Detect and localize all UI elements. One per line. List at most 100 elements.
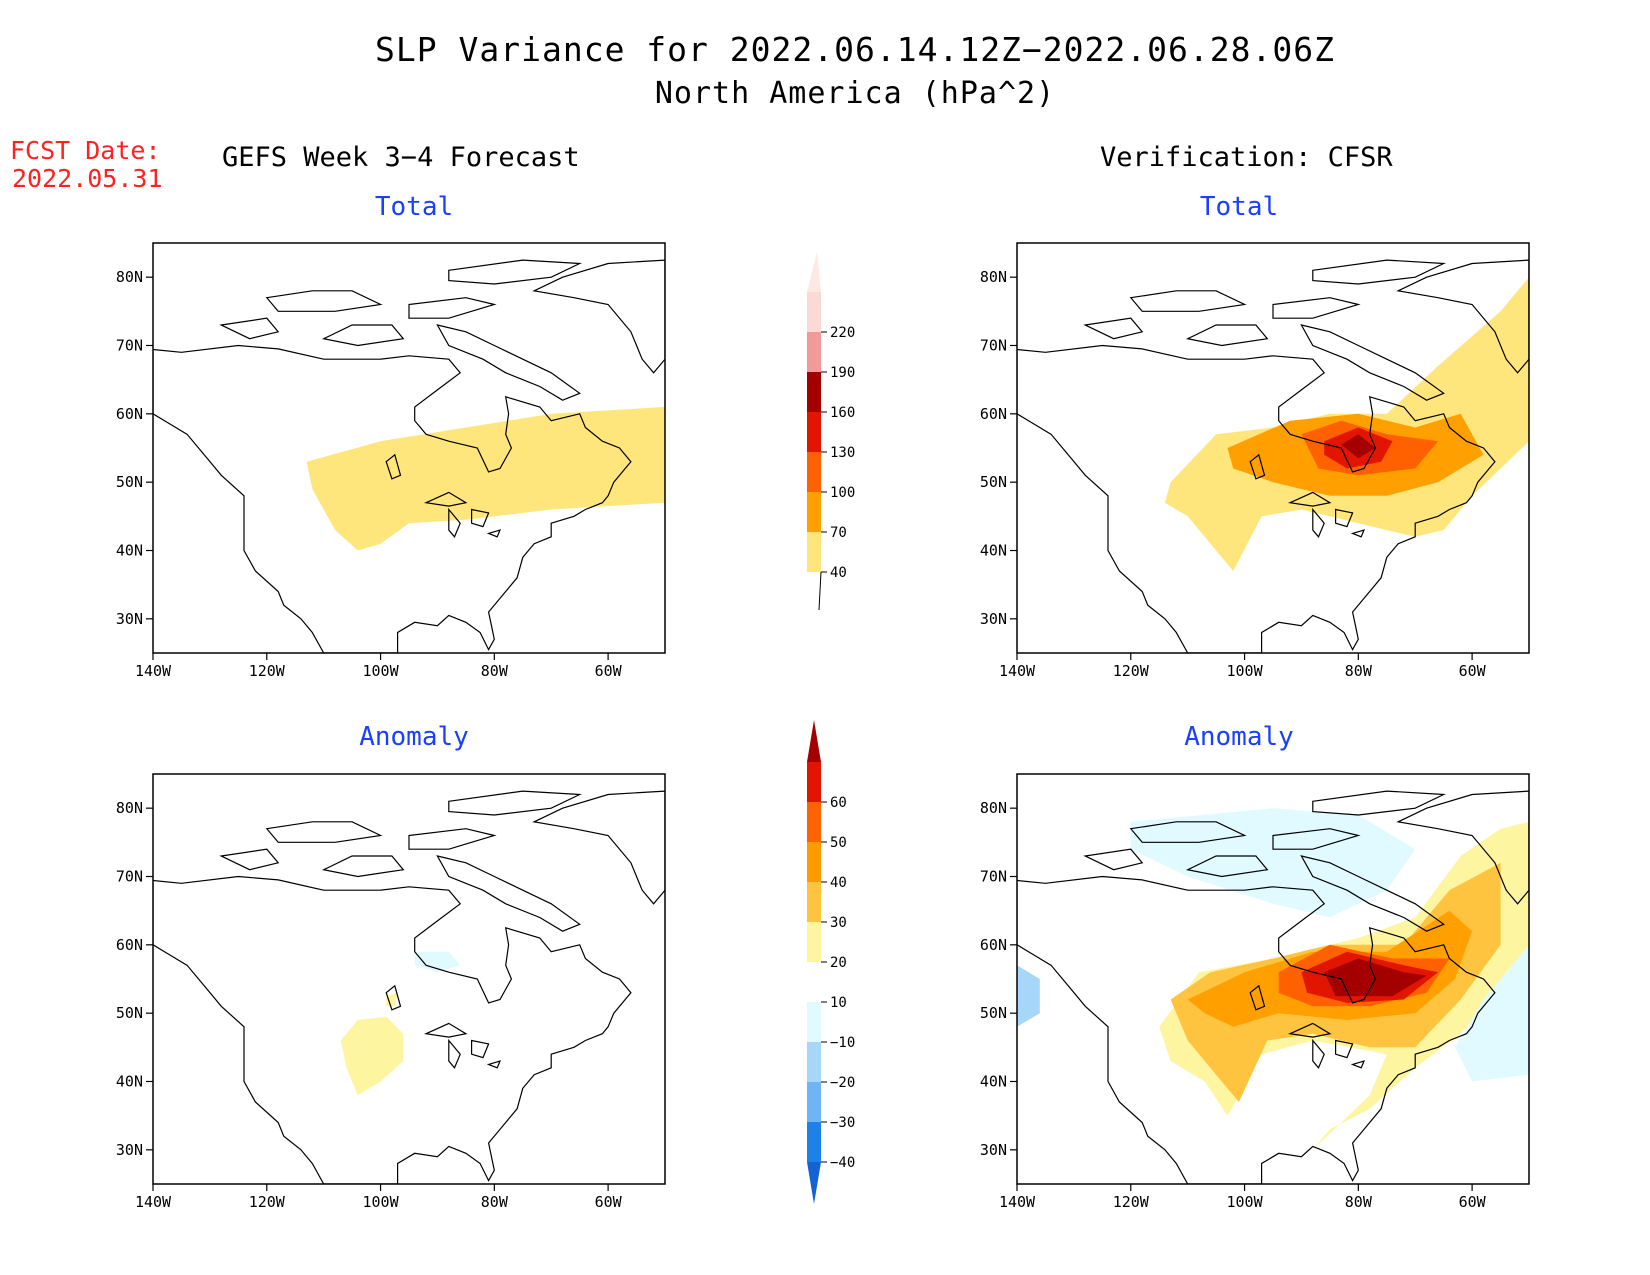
- colorbar-swatch: [807, 452, 821, 492]
- lake-outline: [385, 984, 402, 1011]
- lat-label: 50N: [980, 473, 1007, 491]
- arctic-island-coast: [448, 790, 583, 816]
- baffin-island-coast: [436, 855, 581, 932]
- colorbar-label: 70: [830, 525, 847, 541]
- map-frame: [152, 773, 666, 1185]
- lat-label: 30N: [116, 610, 143, 628]
- lon-label: 60W: [1459, 1193, 1487, 1211]
- lat-label: 40N: [980, 542, 1007, 560]
- main-subtitle: North America (hPa^2): [654, 76, 1056, 111]
- arctic-island-coast: [1129, 821, 1247, 843]
- lake-outline: [1288, 1022, 1332, 1038]
- lon-label: 60W: [595, 1193, 623, 1211]
- shaded-contour: [1130, 808, 1416, 918]
- colorbar-label: −30: [830, 1115, 855, 1131]
- colorbar-swatch: [807, 412, 821, 452]
- arctic-island-coast: [321, 324, 405, 347]
- lake-outline: [448, 507, 461, 538]
- map-area: [1017, 259, 1529, 653]
- lat-label: 30N: [116, 1141, 143, 1159]
- lake-outline: [424, 1022, 468, 1038]
- arctic-island-coast: [265, 290, 383, 312]
- colorbar-swatch: [807, 842, 821, 882]
- lake-outline: [424, 491, 468, 507]
- panel-title-verification-anomaly: Anomaly: [1184, 722, 1294, 752]
- lat-label: 80N: [116, 799, 143, 817]
- lat-label: 30N: [980, 1141, 1007, 1159]
- map-panel-fcst-total: 30N 40N 50N 60N 70N 80N 140W 120W 100W 80W 60W: [116, 242, 666, 680]
- lon-label: 120W: [249, 1193, 286, 1211]
- arctic-island-coast: [219, 317, 280, 340]
- lat-label: 60N: [980, 405, 1007, 423]
- lake-outline: [1335, 1039, 1354, 1059]
- colorbar-anomaly: −40 −30 −20 −10 10 20 30 40 50 60: [807, 720, 855, 1204]
- lake-outline: [471, 508, 490, 528]
- colorbar-label: −40: [830, 1155, 855, 1171]
- lat-label: 50N: [116, 1004, 143, 1022]
- colorbar-label: 40: [830, 875, 847, 891]
- coastline: [1017, 344, 1496, 653]
- lat-label: 70N: [116, 868, 143, 886]
- lat-label: 70N: [116, 337, 143, 355]
- lon-label: 80W: [481, 1193, 509, 1211]
- colorbar-label: −10: [830, 1035, 855, 1051]
- shaded-contour: [340, 1016, 404, 1096]
- forecast-column-header: GEFS Week 3−4 Forecast: [222, 142, 580, 173]
- shaded-contour: [1017, 965, 1040, 1027]
- lon-label: 100W: [1226, 1193, 1263, 1211]
- colorbar-extend-high: [807, 720, 821, 762]
- colorbar-label: 160: [830, 405, 855, 421]
- lake-outline: [486, 529, 502, 538]
- lat-label: 70N: [980, 337, 1007, 355]
- colorbar-label: 50: [830, 835, 847, 851]
- colorbar-extend-low: [807, 1162, 821, 1204]
- lake-outline: [1288, 491, 1332, 507]
- baffin-island-coast: [1300, 324, 1445, 401]
- verification-column-header: Verification: CFSR: [1100, 142, 1393, 173]
- lon-label: 140W: [999, 1193, 1036, 1211]
- lon-label: 140W: [999, 662, 1036, 680]
- arctic-island-coast: [1312, 790, 1447, 816]
- baffin-island-coast: [436, 324, 581, 401]
- colorbar-swatch: [807, 922, 821, 962]
- coastline: [153, 344, 632, 653]
- colorbar-extend-low: [807, 572, 821, 610]
- lat-label: 40N: [980, 1073, 1007, 1091]
- lake-outline: [1335, 508, 1354, 528]
- lake-outline: [1312, 507, 1325, 538]
- coastline: [1017, 875, 1496, 1184]
- colorbar-swatch: [807, 1002, 821, 1042]
- arctic-island-coast: [1129, 290, 1247, 312]
- lake-outline: [385, 453, 402, 480]
- lake-outline: [471, 1039, 490, 1059]
- main-title: SLP Variance for 2022.06.14.12Z−2022.06.…: [375, 30, 1335, 69]
- shaded-contour: [1324, 958, 1427, 997]
- arctic-island-coast: [321, 855, 405, 878]
- lat-label: 50N: [116, 473, 143, 491]
- map-area: [153, 259, 665, 653]
- arctic-island-coast: [1083, 848, 1144, 871]
- lon-label: 120W: [1113, 1193, 1150, 1211]
- lon-label: 80W: [1345, 662, 1373, 680]
- colorbar-swatch: [807, 882, 821, 922]
- arctic-island-coast: [265, 821, 383, 843]
- lake-outline: [448, 1038, 461, 1069]
- colorbar-swatch: [807, 292, 821, 332]
- lake-outline: [1350, 1060, 1366, 1069]
- lat-label: 80N: [980, 799, 1007, 817]
- panel-title-verification-total: Total: [1199, 192, 1279, 222]
- lat-label: 60N: [116, 936, 143, 954]
- arctic-island-coast: [1272, 297, 1361, 319]
- lat-label: 80N: [116, 268, 143, 286]
- colorbar-label: 10: [830, 995, 847, 1011]
- lon-label: 100W: [1226, 662, 1263, 680]
- colorbar-swatch: [807, 1122, 821, 1162]
- fcst-date-label: FCST Date:: [10, 136, 161, 165]
- colorbar-label: 60: [830, 795, 847, 811]
- colorbar-extend-high: [807, 252, 821, 292]
- colorbar-swatch: [807, 962, 821, 1002]
- colorbar-label: 190: [830, 365, 855, 381]
- lon-label: 100W: [362, 662, 399, 680]
- baffin-island-coast: [1300, 855, 1445, 932]
- panel-title-forecast-anomaly: Anomaly: [359, 722, 469, 752]
